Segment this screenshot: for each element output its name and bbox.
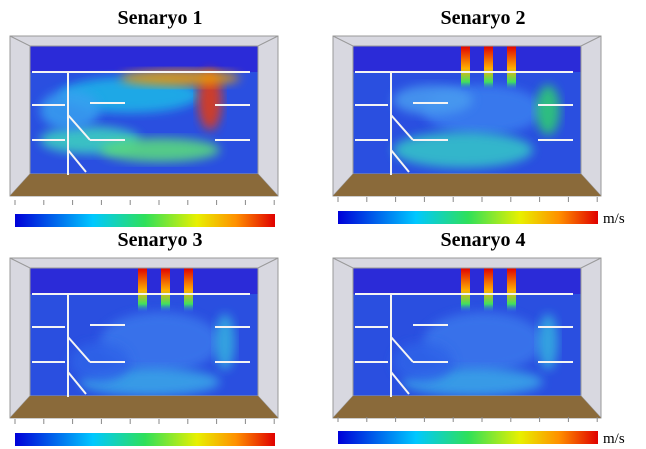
panel: Senaryo 4 m/s	[332, 229, 625, 447]
heat-plume	[138, 268, 147, 313]
floor	[10, 396, 278, 418]
shelves	[355, 293, 573, 397]
heat-plume	[184, 268, 193, 313]
heat-plume	[461, 46, 470, 91]
panel-title: Senaryo 1	[118, 7, 203, 29]
heat-plume	[507, 46, 516, 91]
floor	[333, 174, 601, 196]
heat-plume	[161, 268, 170, 313]
floor	[333, 396, 601, 418]
heat-plume	[484, 268, 493, 313]
colorbar	[338, 431, 598, 444]
shelves	[32, 71, 250, 175]
panel-title: Senaryo 3	[118, 229, 203, 251]
colorbar	[15, 214, 275, 227]
flow-region	[423, 312, 543, 372]
panel: Senaryo 2 m/s	[332, 7, 625, 227]
colorbar	[338, 211, 598, 224]
unit-label: m/s	[603, 431, 625, 447]
floor	[10, 174, 278, 196]
heat-plume	[507, 268, 516, 313]
unit-label: m/s	[603, 211, 625, 227]
heat-plume	[484, 46, 493, 91]
panel: Senaryo 1	[9, 7, 279, 227]
panel-title: Senaryo 4	[441, 229, 526, 251]
flow-region	[100, 138, 220, 162]
shelves	[355, 71, 573, 175]
flow-region	[393, 85, 473, 115]
flow-region	[40, 90, 100, 130]
flow-region	[393, 132, 533, 168]
panel: Senaryo 3	[9, 229, 279, 446]
flow-region	[536, 85, 560, 135]
field-top	[30, 46, 258, 72]
heat-plume	[461, 268, 470, 313]
flow-region	[120, 70, 240, 86]
panel-title: Senaryo 2	[441, 7, 526, 29]
flow-region	[100, 312, 220, 372]
colorbar	[15, 433, 275, 446]
shelves	[32, 293, 250, 397]
